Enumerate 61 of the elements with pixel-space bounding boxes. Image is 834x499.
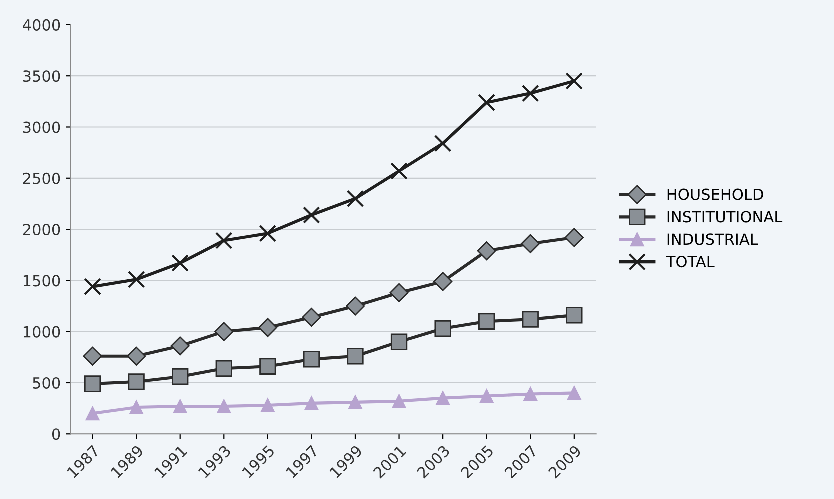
point (128, 270, 146, 288)
point (303, 351, 320, 368)
point (83, 346, 102, 366)
point (130, 400, 144, 414)
point (128, 374, 145, 390)
y-tick-label: 1500 (24, 275, 60, 287)
y-tick-label: 1000 (24, 326, 60, 338)
point (86, 406, 100, 421)
point (390, 283, 409, 302)
point (127, 346, 146, 366)
point (172, 254, 190, 272)
point (521, 234, 540, 254)
y-tick-label: 2000 (23, 224, 60, 236)
point (567, 386, 582, 400)
point (303, 206, 320, 224)
point (477, 241, 496, 261)
point (170, 336, 190, 356)
point (84, 278, 102, 296)
y-tick-label: 500 (33, 377, 60, 390)
point (215, 232, 233, 250)
point (434, 320, 452, 338)
point (260, 358, 276, 375)
point (214, 322, 234, 342)
point (346, 296, 366, 316)
point (258, 318, 278, 338)
y-tick-label: 4000 (23, 19, 60, 31)
point (216, 360, 232, 377)
y-tick-label: 3000 (23, 122, 60, 134)
legend-label: HOUSEHOLD (668, 188, 764, 200)
legend-label: INDUSTRIAL (668, 234, 758, 246)
point (390, 162, 408, 180)
point (478, 94, 496, 112)
point (348, 395, 362, 410)
point (173, 400, 188, 414)
point (434, 134, 452, 152)
point (522, 84, 540, 102)
point (304, 396, 319, 410)
point (259, 224, 277, 242)
point (564, 228, 584, 248)
point (436, 391, 450, 406)
point (302, 308, 322, 328)
point (260, 398, 275, 412)
y-tick-label: 0 (52, 428, 60, 440)
point (217, 400, 232, 414)
y-tick-label: 2500 (23, 172, 60, 184)
point (566, 72, 584, 90)
point (84, 376, 102, 392)
point (434, 272, 453, 292)
point (524, 387, 538, 402)
legend-label: INSTITUTIONAL (668, 211, 783, 223)
point (346, 190, 364, 208)
point (347, 348, 364, 365)
point (478, 313, 496, 330)
point (392, 394, 406, 408)
point (566, 307, 583, 324)
point (480, 389, 494, 404)
point (522, 311, 539, 328)
y-tick-label: 3500 (23, 70, 60, 82)
legend-label: TOTAL (666, 256, 715, 268)
point (390, 334, 408, 350)
point (172, 368, 189, 386)
